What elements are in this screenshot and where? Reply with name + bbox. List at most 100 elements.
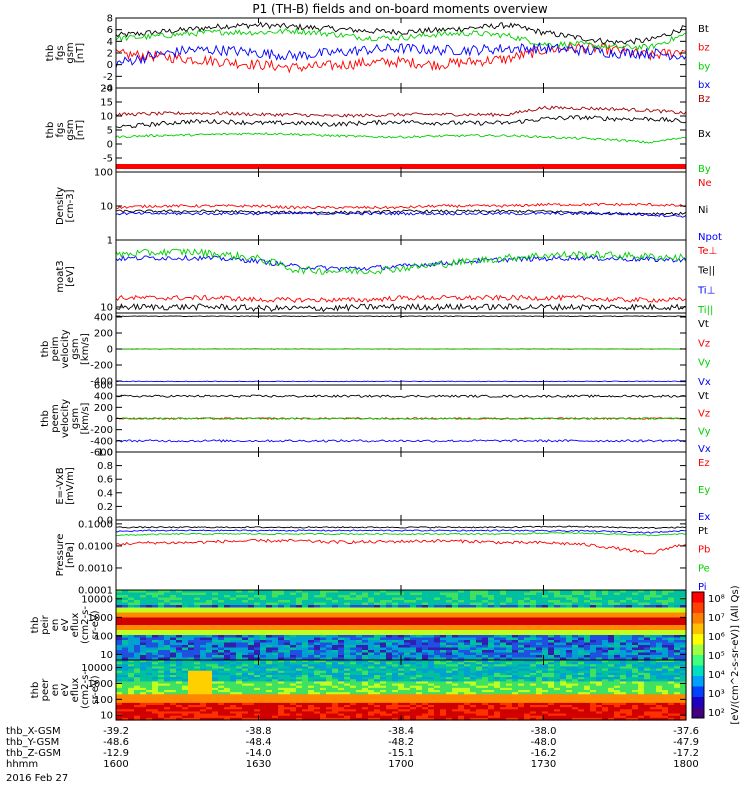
spectrogram-cell (188, 652, 195, 656)
spectrogram-cell (194, 652, 201, 656)
spectrogram-cell (314, 647, 321, 651)
spectrogram-cell (494, 592, 501, 596)
spectrogram-cell (542, 637, 549, 641)
spectrogram-cell (452, 637, 459, 641)
spectrogram-cell (128, 655, 135, 659)
spectrogram-cell (644, 605, 651, 609)
spectrogram-cell (200, 597, 207, 601)
spectrogram-cell (644, 666, 651, 670)
legend-Vz: Vz (698, 338, 710, 349)
spectrogram-cell (590, 602, 597, 606)
spectrogram-cell (134, 637, 141, 641)
spectrogram-cell (176, 685, 183, 689)
spectrogram-cell (140, 687, 147, 691)
spectrogram-cell (356, 650, 363, 654)
spectrogram-cell (524, 610, 531, 614)
spectrogram-cell (338, 620, 345, 624)
spectrogram-cell (506, 620, 513, 624)
spectrogram-cell (506, 668, 513, 672)
spectrogram-cell (146, 675, 153, 678)
spectrogram-cell (164, 655, 171, 659)
spectrogram-cell (476, 681, 483, 685)
spectrogram-cell (476, 664, 483, 668)
spectrogram-cell (428, 642, 435, 646)
spectrogram-cell (668, 681, 675, 685)
spectrogram-cell (656, 675, 663, 678)
spectrogram-cell (404, 602, 411, 606)
spectrogram-cell (386, 597, 393, 601)
spectrogram-cell (392, 679, 399, 683)
spectrogram-cell (236, 592, 243, 596)
spectrogram-cell (644, 694, 651, 698)
spectrogram-cell (620, 655, 627, 659)
spectrogram-cell (176, 607, 183, 611)
spectrogram-cell (212, 675, 219, 678)
spectrogram-cell (338, 642, 345, 646)
spectrogram-cell (212, 610, 219, 614)
spectrogram-cell (476, 660, 483, 663)
spectrogram-cell (218, 607, 225, 611)
spectrogram-cell (476, 627, 483, 631)
spectrogram-cell (122, 590, 129, 594)
spectrogram-cell (146, 602, 153, 606)
spectrogram-cell (140, 600, 147, 604)
spectrogram-cell (638, 647, 645, 651)
spectrogram-cell (290, 690, 297, 693)
spectrogram-cell (512, 664, 519, 668)
spectrogram-cell (470, 677, 477, 680)
spectrogram-cell (626, 681, 633, 685)
spectrogram-cell (482, 605, 489, 609)
spectrogram-cell (374, 647, 381, 651)
spectrogram-cell (524, 597, 531, 601)
spectrogram-cell (248, 687, 255, 691)
spectrogram-cell (638, 702, 645, 706)
spectrogram-cell (602, 597, 609, 601)
spectrogram-cell (278, 607, 285, 611)
spectrogram-cell (614, 630, 621, 634)
spectrogram-cell (332, 670, 339, 674)
spectrogram-cell (626, 687, 633, 691)
spectrogram-cell (386, 647, 393, 651)
spectrogram-cell (578, 620, 585, 624)
spectrogram-cell (416, 657, 423, 661)
spectrogram-cell (506, 662, 513, 665)
spectrogram-cell (170, 675, 177, 678)
spectrogram-cell (680, 627, 687, 631)
spectrogram-cell (458, 662, 465, 665)
spectrogram-cell (314, 650, 321, 654)
spectrogram-cell (182, 685, 189, 689)
y-axis-label: thb (40, 410, 51, 427)
spectrogram-cell (632, 657, 639, 661)
spectrogram-cell (524, 698, 531, 702)
spectrogram-cell (512, 685, 519, 689)
spectrogram-cell (500, 635, 507, 639)
spectrogram-cell (200, 600, 207, 604)
spectrogram-cell (326, 700, 333, 704)
spectrogram-cell (134, 632, 141, 636)
spectrogram-cell (230, 630, 237, 634)
spectrogram-cell (128, 620, 135, 624)
spectrogram-cell (368, 696, 375, 700)
spectrogram-cell (356, 612, 363, 616)
spectrogram-cell (218, 640, 225, 644)
spectrogram-cell (524, 668, 531, 672)
spectrogram-cell (488, 590, 495, 594)
spectrogram-cell (266, 664, 273, 668)
spectrogram-cell (278, 698, 285, 702)
spectrogram-cell (404, 660, 411, 663)
spectrogram-cell (146, 595, 153, 599)
y-tick-label: 0.0010 (78, 563, 113, 574)
spectrogram-cell (146, 705, 153, 708)
spectrogram-cell (344, 681, 351, 685)
spectrogram-cell (410, 602, 417, 606)
spectrogram-cell (632, 664, 639, 668)
spectrogram-cell (332, 647, 339, 651)
spectrogram-cell (386, 600, 393, 604)
spectrogram-cell (380, 702, 387, 706)
spectrogram-cell (524, 612, 531, 616)
spectrogram-cell (344, 627, 351, 631)
spectrogram-cell (554, 630, 561, 634)
spectrogram-cell (128, 690, 135, 693)
spectrogram-cell (512, 610, 519, 614)
spectrogram-cell (464, 687, 471, 691)
